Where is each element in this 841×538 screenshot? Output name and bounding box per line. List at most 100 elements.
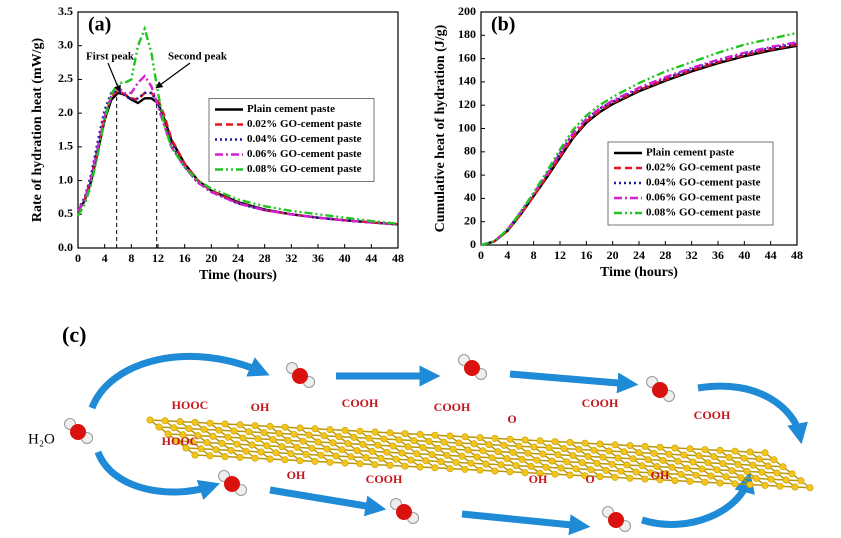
carbon-atom [356,427,364,435]
carbon-atom [269,436,277,444]
carbon-atom [146,416,154,424]
annotation-arrow [155,62,191,89]
carbon-atom [683,464,691,472]
carbon-atom [377,454,385,462]
x-tick-label: 0 [478,248,484,262]
x-tick-label: 20 [205,251,217,265]
flow-arrows [88,352,808,536]
carbon-atom [446,465,454,473]
carbon-atom [224,433,232,441]
carbon-atom [188,438,196,446]
carbon-atom [365,434,373,442]
carbon-atom [212,446,220,454]
carbon-atom [287,450,295,458]
carbon-atom [206,419,214,427]
carbon-atom [284,436,292,444]
carbon-atom [698,465,706,473]
carbon-atom [308,444,316,452]
carbon-atom [179,431,187,439]
carbon-atom [296,457,304,465]
carbon-atom [557,464,565,472]
carbon-atom [692,471,700,479]
x-tick-label: 4 [504,248,510,262]
series-line [480,43,798,247]
x-tick-label: 0 [75,251,81,265]
x-tick-label: 8 [128,251,134,265]
carbon-atom [806,484,814,492]
carbon-atom [761,449,769,457]
carbon-atom [638,462,646,470]
carbon-atom [458,452,466,460]
legend-label: 0.04% GO-cement paste [247,133,362,145]
carbon-atom [263,442,271,450]
carbon-atom [629,455,637,463]
carbon-atom [218,439,226,447]
y-axis-label: Rate of hydration heat (mW/g) [30,38,45,223]
series-line [76,25,399,225]
carbon-atom [434,444,442,452]
carbon-atom [497,461,505,469]
carbon-atom [320,432,328,440]
carbon-atom [443,451,451,459]
carbon-atom [569,452,577,460]
functional-group: O [507,412,516,426]
carbon-atom [737,474,745,482]
carbon-atom [617,467,625,475]
carbon-atom [524,449,532,457]
carbon-atom [767,475,775,483]
carbon-atom [791,483,799,491]
carbon-atom [230,427,238,435]
carbon-atom [710,453,718,461]
oxygen [464,360,480,376]
carbon-atom [731,480,739,488]
carbon-atom [386,461,394,469]
carbon-atom [527,462,535,470]
carbon-atom [425,437,433,445]
oxygen [608,512,624,528]
carbon-atom [746,448,754,456]
x-tick-label: 48 [791,248,803,262]
carbon-atom [491,467,499,475]
carbon-atom [170,424,178,432]
carbon-atom [596,440,604,448]
carbon-atom [332,452,340,460]
x-tick-label: 16 [580,248,592,262]
carbon-atom [347,453,355,461]
carbon-atom [173,437,181,445]
carbon-atom [185,425,193,433]
carbon-atom [644,456,652,464]
carbon-atom [191,451,199,459]
carbon-atom [383,448,391,456]
y-tick-label: 1.0 [58,172,73,186]
carbon-atom [782,476,790,484]
annotation-arrow [107,62,121,93]
carbon-atom [704,459,712,467]
carbon-atom [731,447,739,455]
carbon-atom [440,438,448,446]
carbon-atom [512,462,520,470]
functional-group: COOH [434,400,471,414]
carbon-atom [374,441,382,449]
carbon-atom [413,450,421,458]
carbon-atom [713,466,721,474]
carbon-atom [779,463,787,471]
carbon-atom [248,441,256,449]
carbon-atom [761,481,769,489]
y-tick-label: 40 [464,190,476,204]
series-line [480,31,798,247]
carbon-atom [716,446,724,454]
carbon-atom [647,469,655,477]
carbon-atom [677,470,685,478]
x-tick-label: 40 [339,251,351,265]
y-tick-label: 1.5 [58,139,73,153]
series-line [76,74,399,226]
carbon-atom [386,429,394,437]
carbon-atom [728,467,736,475]
carbon-atom [734,460,742,468]
oxygen [224,476,240,492]
legend-label: 0.02% GO-cement paste [646,162,761,174]
carbon-atom [176,418,184,426]
carbon-atom [503,455,511,463]
carbon-atom [236,453,244,461]
water-molecules [64,354,675,532]
